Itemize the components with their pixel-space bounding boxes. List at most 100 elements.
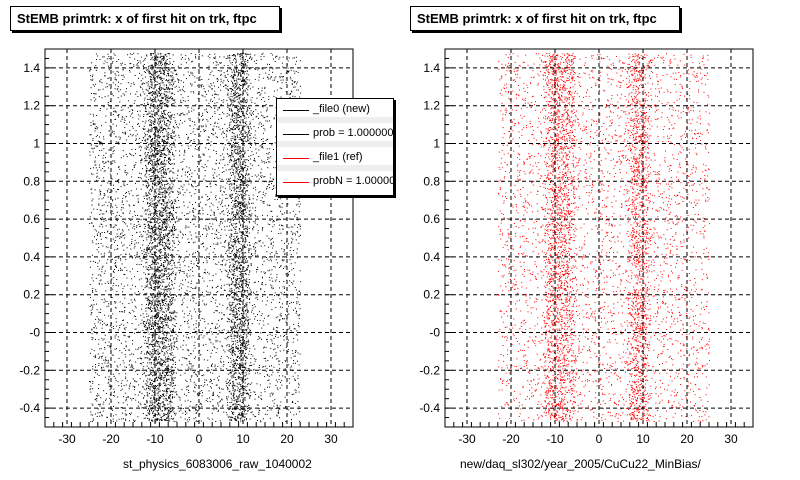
data-point (246, 419, 247, 421)
data-point (247, 139, 248, 141)
data-point (210, 328, 212, 330)
data-point (99, 235, 101, 237)
data-point (168, 82, 170, 84)
data-point (158, 320, 160, 322)
data-point (281, 293, 283, 295)
data-point (214, 302, 216, 304)
data-point (201, 207, 203, 209)
data-point (189, 254, 191, 256)
data-point (137, 53, 139, 55)
data-point (224, 76, 226, 78)
data-point (163, 327, 165, 329)
data-point (102, 366, 104, 368)
data-point (235, 216, 236, 218)
data-point (214, 85, 215, 87)
data-point (157, 293, 159, 295)
data-point (230, 406, 232, 408)
data-point (164, 305, 166, 307)
data-point (172, 363, 174, 365)
data-point (207, 291, 209, 293)
data-point (184, 114, 186, 116)
data-point (135, 399, 137, 401)
data-point (143, 372, 145, 374)
data-point (132, 195, 134, 197)
data-point (143, 68, 145, 70)
data-point (90, 122, 92, 124)
data-point (101, 224, 103, 225)
data-point (114, 240, 116, 241)
data-point (126, 380, 128, 382)
data-point (273, 149, 274, 150)
data-point (243, 222, 245, 223)
data-point (263, 117, 265, 119)
data-point (245, 303, 247, 305)
data-point (235, 94, 237, 96)
data-point (176, 196, 178, 198)
data-point (122, 93, 124, 95)
data-point (153, 359, 155, 361)
data-point (247, 107, 249, 109)
data-point (91, 173, 92, 175)
data-point (273, 256, 275, 258)
data-point (169, 186, 171, 188)
data-point (245, 357, 247, 359)
data-point (263, 176, 265, 178)
data-point (171, 370, 173, 372)
data-point (212, 405, 214, 407)
data-point (109, 68, 111, 70)
data-point (290, 78, 292, 80)
data-point (183, 205, 185, 207)
data-point (174, 146, 176, 148)
data-point (241, 415, 243, 417)
data-point (178, 200, 180, 201)
data-point (132, 257, 133, 259)
data-point (92, 242, 94, 244)
data-point (155, 358, 157, 360)
data-point (161, 117, 163, 119)
data-point (164, 202, 166, 204)
data-point (262, 97, 264, 98)
data-point (294, 362, 296, 364)
data-point (250, 99, 252, 101)
data-point (159, 396, 161, 398)
data-point (138, 401, 139, 403)
data-point (144, 110, 146, 112)
data-point (290, 226, 292, 228)
data-point (171, 137, 173, 139)
data-point (157, 134, 159, 136)
data-point (229, 237, 231, 239)
data-point (172, 409, 174, 411)
data-point (251, 59, 253, 60)
data-point (240, 116, 242, 118)
data-point (269, 177, 271, 179)
data-point (150, 366, 152, 368)
data-point (283, 318, 285, 320)
data-point (159, 150, 161, 152)
data-point (206, 303, 207, 305)
data-point (166, 240, 168, 242)
data-point (168, 237, 170, 239)
data-point (155, 316, 157, 317)
data-point (148, 227, 150, 229)
data-point (107, 361, 109, 363)
data-point (191, 336, 193, 338)
data-point (118, 235, 120, 237)
data-point (106, 324, 108, 326)
data-point (239, 339, 241, 341)
data-point (231, 345, 233, 347)
data-point (153, 254, 155, 255)
data-point (166, 278, 168, 280)
data-point (141, 159, 143, 161)
data-point (156, 297, 158, 299)
data-point (232, 155, 234, 157)
data-point (187, 172, 188, 173)
data-point (162, 394, 164, 395)
data-point (152, 71, 154, 73)
data-point (158, 290, 160, 292)
data-point (219, 62, 221, 64)
data-point (272, 247, 274, 249)
data-point (162, 337, 164, 339)
data-point (239, 378, 241, 380)
data-point (254, 54, 256, 56)
data-point (274, 79, 275, 81)
